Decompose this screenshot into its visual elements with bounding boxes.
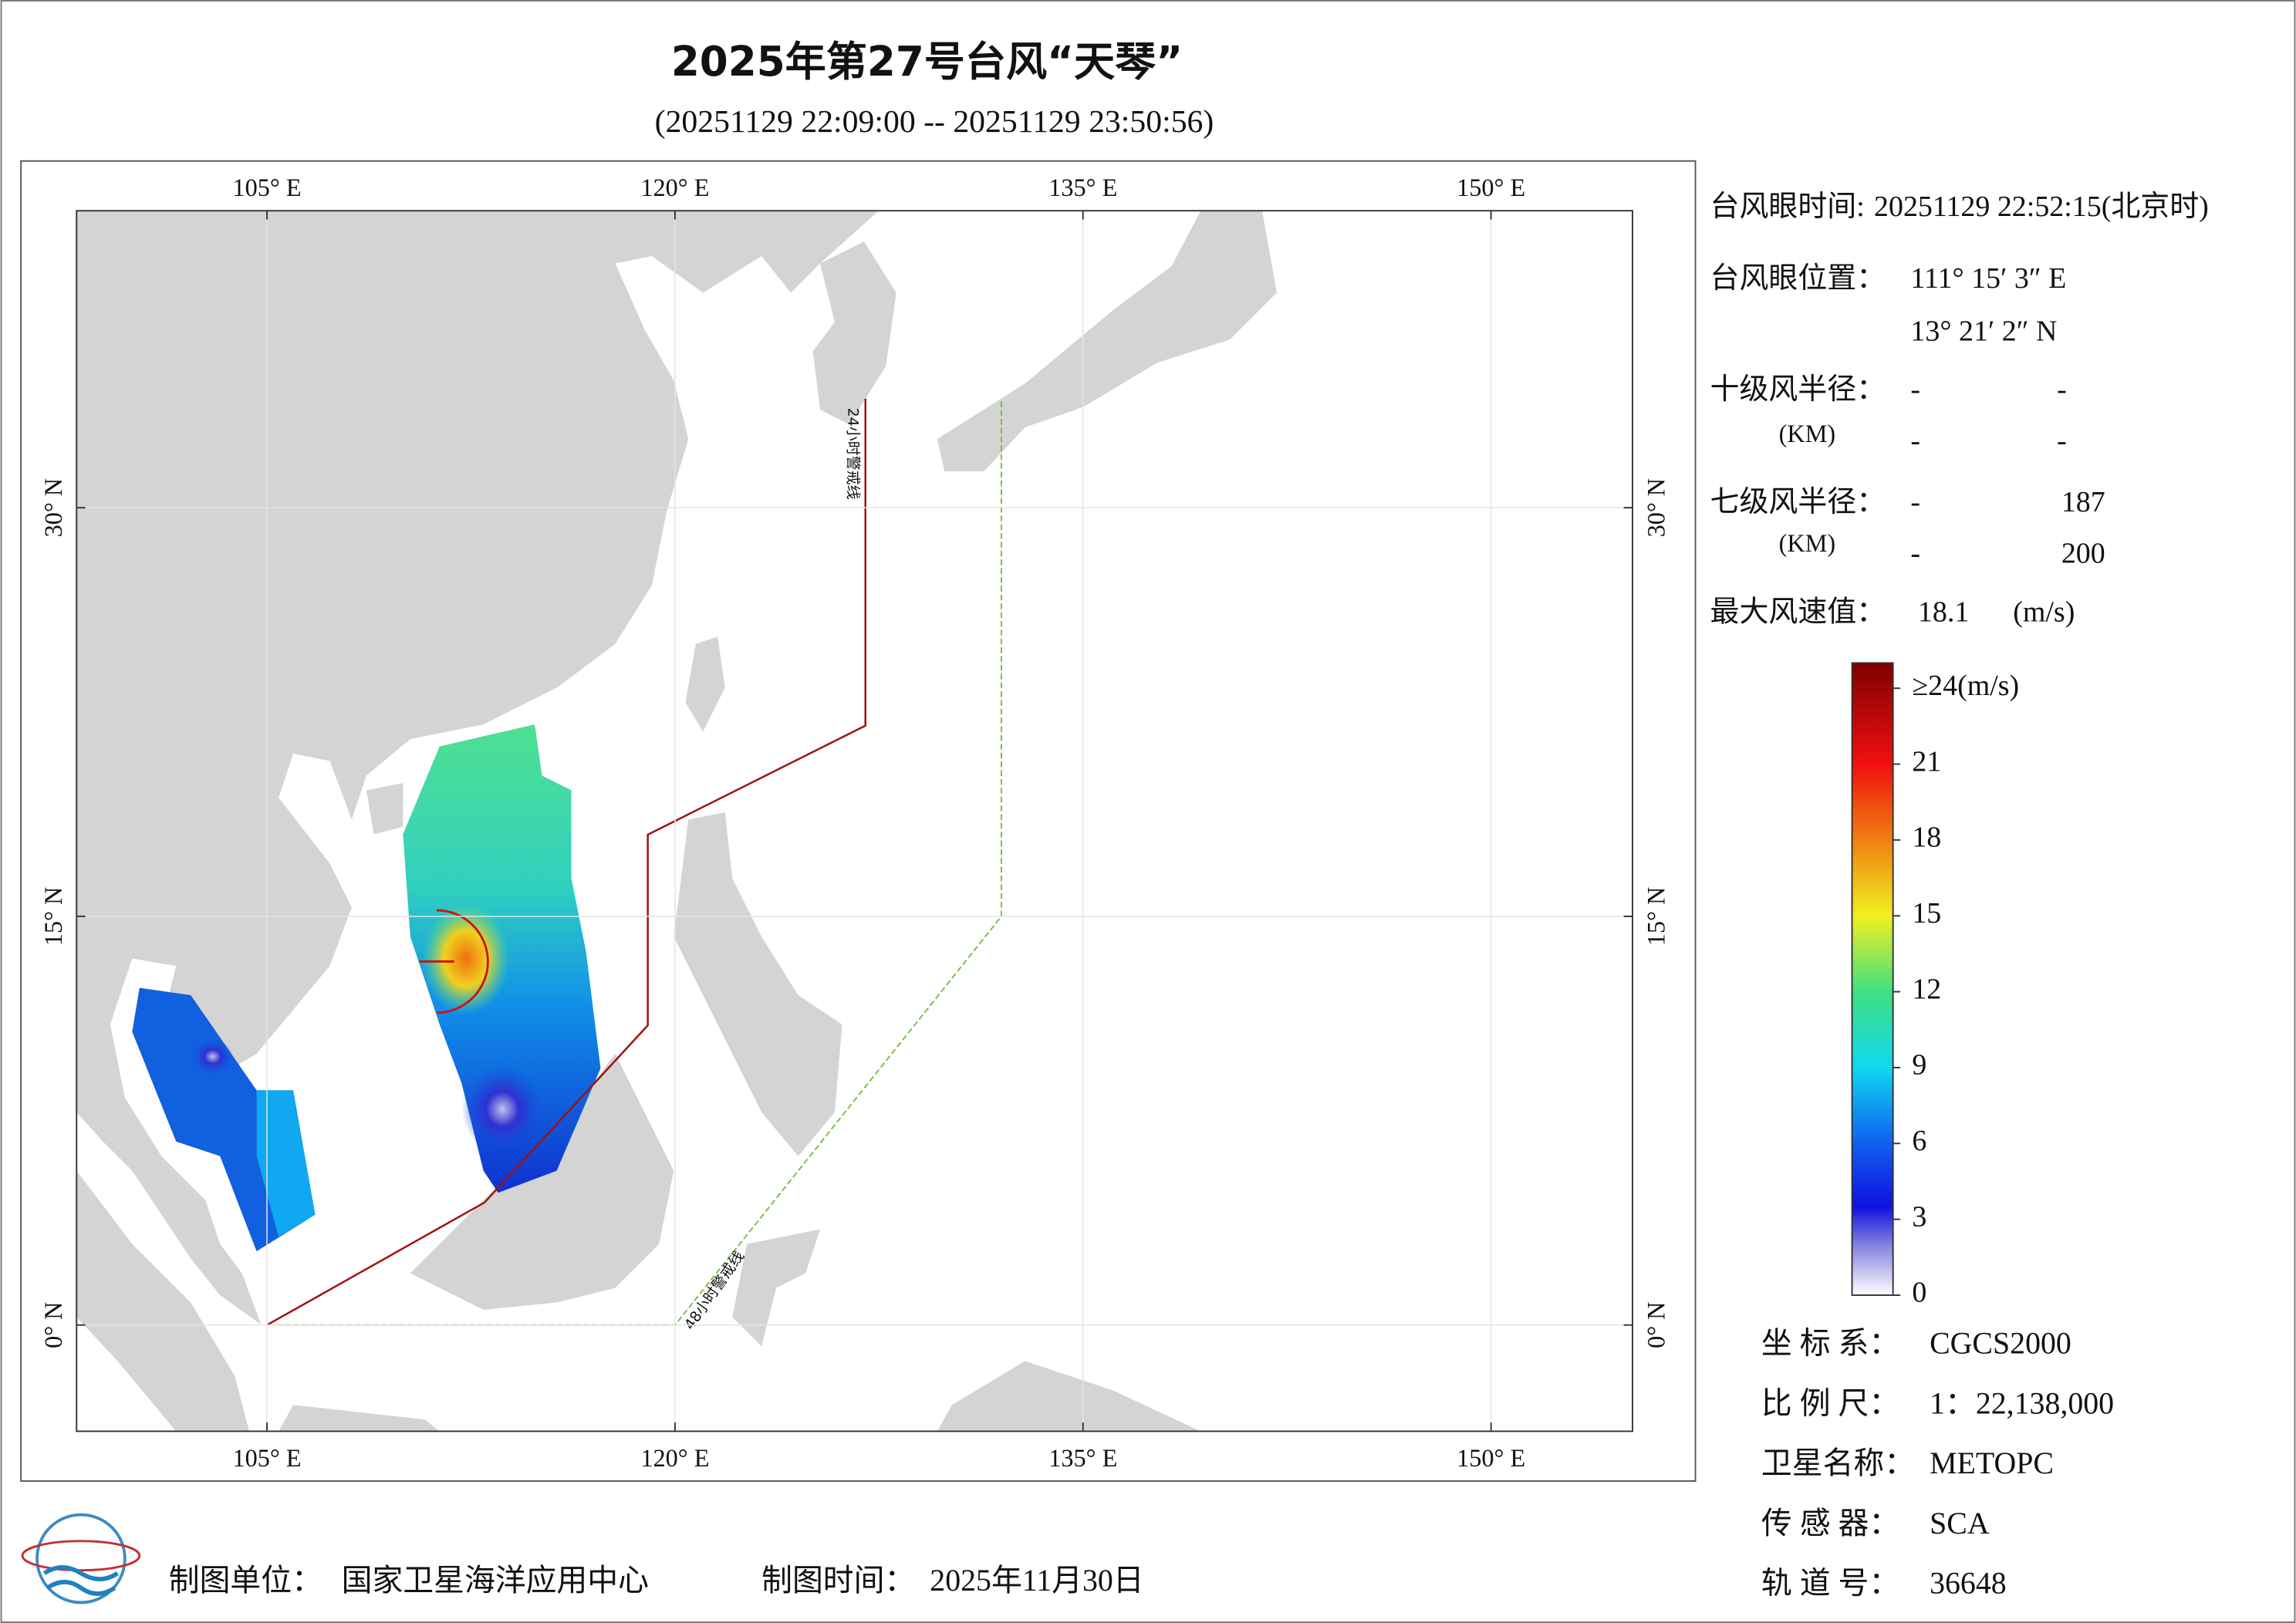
info-label: 十级风半径： [1710, 373, 1886, 406]
y-tick-label: 15° N [1643, 887, 1670, 946]
meta-value: CGCS2000 [1930, 1326, 2071, 1361]
info-value: 13° 21′ 2″ N [1910, 315, 2057, 347]
colorbar-label: 3 [1912, 1200, 1926, 1233]
warning-line-24h [266, 398, 866, 1326]
y-tick-label: 15° N [39, 887, 67, 946]
info-label: 台风眼时间: [1710, 191, 1865, 223]
map: 24小时警戒线 48小时警戒线 [76, 211, 1633, 1432]
info-value: 187 [2061, 486, 2105, 518]
meta-value: METOPC [1930, 1446, 2054, 1480]
colorbar-label: 6 [1912, 1125, 1926, 1157]
subtitle: (20251129 22:09:00 -- 20251129 23:50:56) [655, 104, 1214, 140]
colorbar-label: 0 [1912, 1277, 1926, 1309]
x-tick-label: 120° E [640, 1444, 709, 1472]
colorbar-label: 21 [1912, 745, 1941, 778]
info-value: - [1910, 373, 1920, 406]
meta-value: 1：22,138,000 [1930, 1385, 2114, 1420]
info-value: 111° 15′ 3″ E [1910, 262, 2066, 295]
logo [21, 1513, 141, 1604]
info-value: 200 [2061, 538, 2105, 570]
meta-label: 坐 标 系： [1761, 1326, 1899, 1361]
x-tick-label: 150° E [1457, 174, 1525, 201]
meta-value: SCA [1930, 1506, 1990, 1540]
footer-date-label: 制图时间： [761, 1563, 915, 1598]
info-unit: (KM) [1779, 420, 1835, 447]
y-tick-label: 30° N [1643, 478, 1670, 538]
wind-field [132, 724, 601, 1252]
colorbar [1851, 662, 1894, 1296]
info-label: 最大风速值： [1710, 596, 1886, 629]
land [76, 211, 1277, 1432]
wind-radius [436, 909, 489, 1014]
x-tick-label: 105° E [233, 174, 302, 201]
info-label: 七级风半径： [1710, 486, 1886, 518]
y-tick-label: 0° N [1643, 1302, 1670, 1348]
info-value: - [1910, 486, 1920, 518]
info-value: - [1910, 538, 1920, 570]
info-value: 20251129 22:52:15(北京时) [1874, 191, 2209, 223]
footer-unit: 国家卫星海洋应用中心 [342, 1563, 649, 1598]
x-tick-label: 120° E [640, 174, 709, 201]
info-value: - [2057, 373, 2067, 406]
meta-value: 36648 [1930, 1566, 2007, 1601]
meta-label: 卫星名称： [1761, 1446, 1915, 1480]
colorbar-label: 12 [1912, 973, 1941, 1005]
meta-label: 轨 道 号： [1761, 1566, 1899, 1601]
info-value: 18.1 [1918, 596, 1969, 629]
x-tick-label: 135° E [1048, 1444, 1117, 1472]
y-tick-label: 30° N [39, 478, 67, 538]
x-tick-label: 105° E [233, 1444, 302, 1472]
footer-unit-label: 制图单位： [169, 1563, 322, 1598]
info-value: - [1910, 425, 1920, 457]
map-border [76, 210, 1633, 1432]
warning-label-24h: 24小时警戒线 [844, 408, 861, 500]
x-tick-label: 135° E [1048, 174, 1117, 201]
y-tick-label: 0° N [39, 1302, 67, 1348]
colorbar-label: ≥24(m/s) [1912, 670, 2019, 702]
info-unit: (KM) [1779, 529, 1835, 557]
meta-label: 比 例 尺： [1761, 1385, 1899, 1420]
info-value: - [2057, 425, 2067, 457]
colorbar-label: 9 [1912, 1049, 1926, 1081]
meta-label: 传 感 器： [1761, 1506, 1899, 1540]
title: 2025年第27号台风“天琴” [671, 38, 1183, 86]
footer-date: 2025年11月30日 [930, 1563, 1143, 1598]
x-tick-label: 150° E [1457, 1444, 1525, 1472]
info-label: 台风眼位置： [1710, 262, 1886, 295]
colorbar-label: 18 [1912, 822, 1941, 854]
info-unit: (m/s) [2013, 596, 2075, 629]
colorbar-label: 15 [1912, 897, 1941, 930]
